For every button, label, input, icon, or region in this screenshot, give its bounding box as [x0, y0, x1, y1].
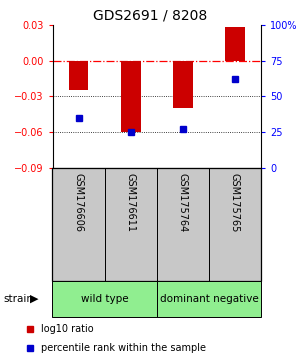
Bar: [157, 281, 261, 317]
Text: GSM175765: GSM175765: [230, 173, 240, 232]
Text: strain: strain: [3, 294, 33, 304]
Text: percentile rank within the sample: percentile rank within the sample: [41, 343, 206, 353]
Text: GSM176611: GSM176611: [126, 173, 136, 232]
Text: GSM176606: GSM176606: [74, 173, 84, 232]
Bar: [69, 61, 88, 91]
Bar: [209, 168, 261, 281]
Text: GDS2691 / 8208: GDS2691 / 8208: [93, 9, 207, 23]
Text: wild type: wild type: [81, 294, 128, 304]
Bar: [173, 61, 193, 108]
Bar: [52, 168, 105, 281]
Text: GSM175764: GSM175764: [178, 173, 188, 232]
Bar: [52, 281, 157, 317]
Text: ▶: ▶: [30, 294, 39, 304]
Text: dominant negative: dominant negative: [160, 294, 258, 304]
Bar: [157, 168, 209, 281]
Text: log10 ratio: log10 ratio: [41, 324, 94, 333]
Bar: [225, 27, 245, 61]
Bar: [121, 61, 141, 132]
Bar: [105, 168, 157, 281]
